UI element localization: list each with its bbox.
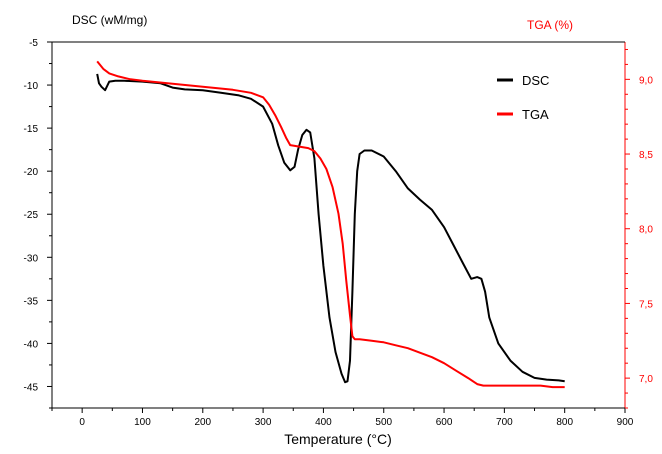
y-left-tick-label: -25 (24, 210, 39, 221)
x-tick-label: 500 (375, 417, 392, 428)
y-right-tick-label: 8,0 (639, 225, 653, 236)
series-group (96, 60, 565, 389)
y-left-tick-label: -5 (29, 38, 38, 49)
y-left-tick-label: -20 (24, 167, 39, 178)
ticks-group: 0 100 200 300 400 500 600 700 800 900 -5 -10 -15 -20 -… (24, 38, 654, 428)
x-axis-title: Temperature (°C) (284, 431, 392, 447)
axes-group (51, 41, 626, 409)
x-tick-label: 100 (134, 417, 151, 428)
left-axis-title: DSC (wM/mg) (72, 13, 147, 27)
y-right-tick-label: 7,0 (639, 374, 653, 385)
y-right-tick-label: 8,5 (639, 150, 653, 161)
series-line-tga (96, 60, 565, 389)
x-tick-label: 800 (556, 417, 573, 428)
legend-label-tga: TGA (522, 107, 549, 122)
y-left-tick-label: -15 (24, 124, 39, 135)
x-tick-label: 900 (617, 417, 634, 428)
x-tick-label: 0 (79, 417, 85, 428)
series-line-dsc (96, 73, 565, 384)
y-left-tick-label: -35 (24, 296, 39, 307)
right-axis-title: TGA (%) (527, 18, 573, 32)
y-left-tick-label: -30 (24, 253, 39, 264)
y-right-tick-label: 7,5 (639, 299, 653, 310)
x-tick-label: 300 (255, 417, 272, 428)
y-left-tick-label: -10 (24, 81, 39, 92)
legend-label-dsc: DSC (522, 73, 549, 88)
legend: DSC TGA (497, 73, 549, 122)
y-right-tick-label: 9,0 (639, 75, 653, 86)
y-left-tick-label: -45 (24, 382, 39, 393)
y-left-tick-label: -40 (24, 339, 39, 350)
x-tick-label: 400 (315, 417, 332, 428)
x-tick-label: 200 (194, 417, 211, 428)
x-tick-label: 700 (496, 417, 513, 428)
x-tick-label: 600 (436, 417, 453, 428)
